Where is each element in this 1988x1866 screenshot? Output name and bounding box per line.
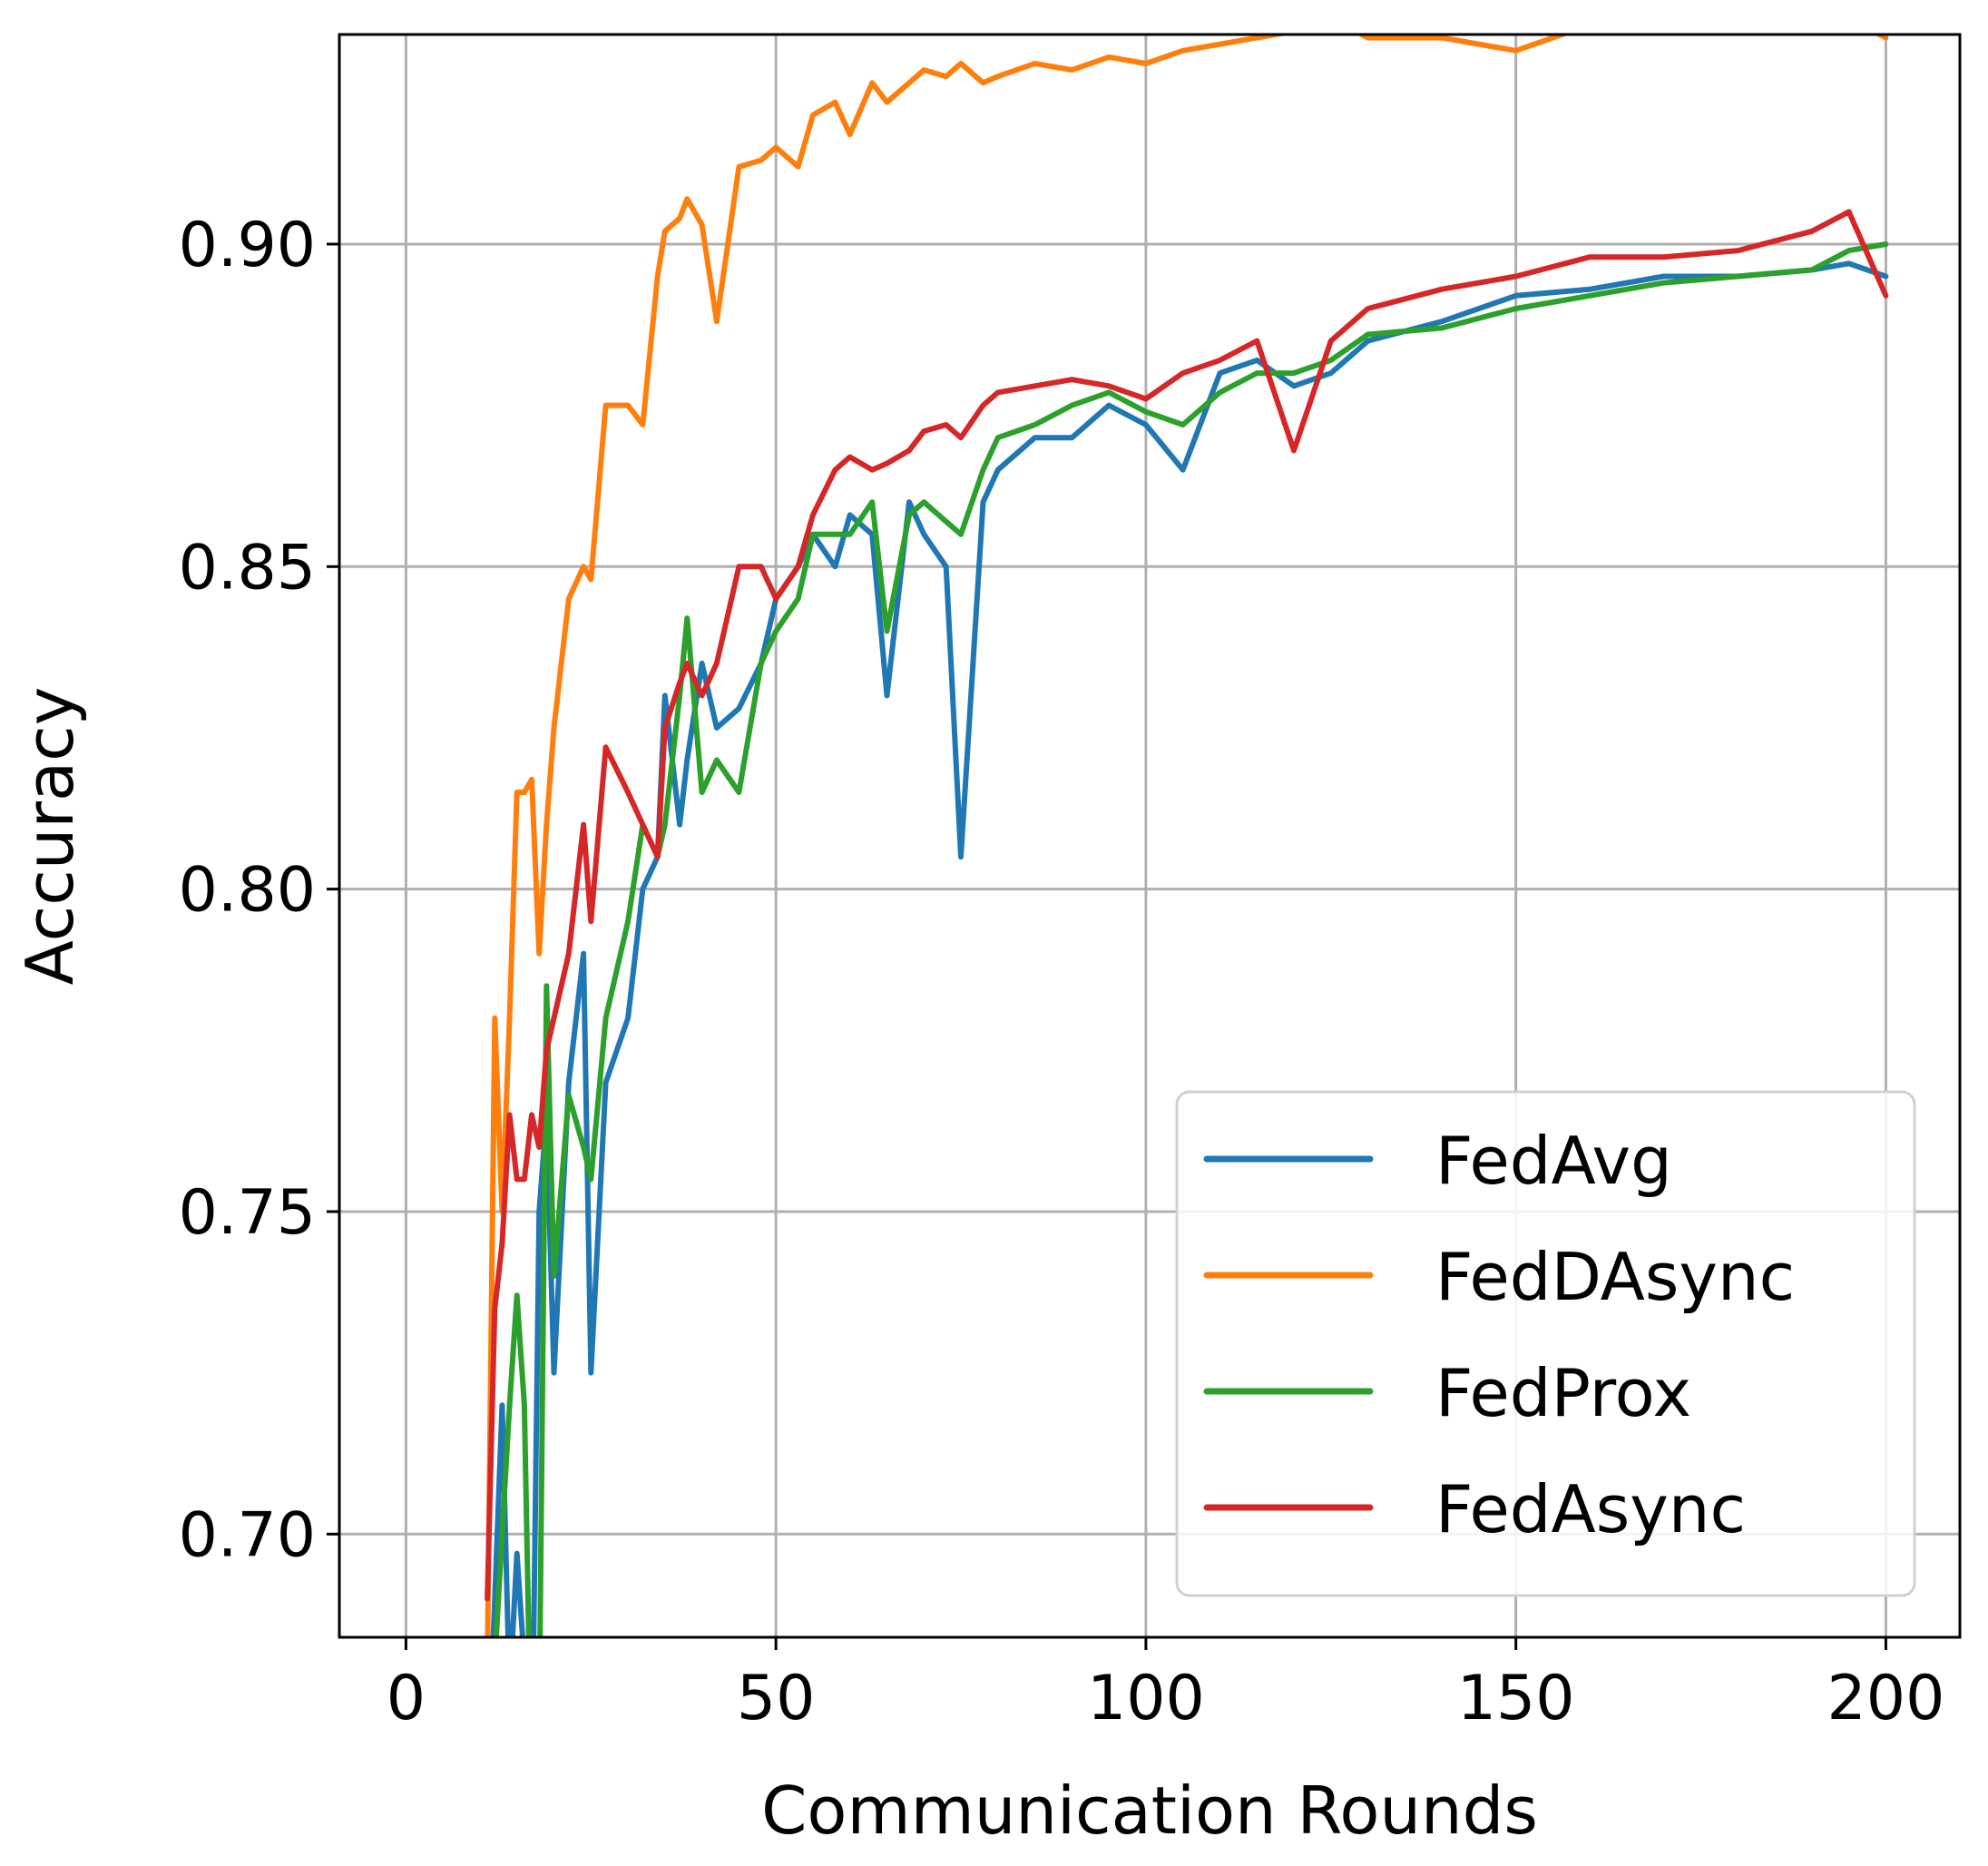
legend-label-fedprox: FedProx <box>1435 1355 1691 1431</box>
y-tick-label: 0.70 <box>179 1499 316 1571</box>
legend: FedAvg FedDAsync FedProx FedAsync <box>1175 1090 1916 1597</box>
x-tick-label: 150 <box>1457 1663 1575 1734</box>
legend-box <box>1175 1090 1916 1597</box>
y-tick-label: 0.90 <box>179 210 316 281</box>
series-lines <box>485 34 1889 1637</box>
x-tick-label: 50 <box>737 1663 816 1734</box>
y-tick-label: 0.75 <box>179 1177 316 1249</box>
x-tick-label: 100 <box>1087 1663 1205 1734</box>
y-tick-label: 0.85 <box>179 532 316 604</box>
series-line-feddasync <box>485 34 1889 1637</box>
y-tick-label: 0.80 <box>179 855 316 927</box>
y-axis-label: Accuracy <box>12 687 88 986</box>
legend-label-feddasync: FedDAsync <box>1435 1239 1795 1315</box>
series-line-fedprox <box>493 241 1889 1637</box>
legend-label-fedavg: FedAvg <box>1435 1123 1672 1199</box>
legend-items: FedAvg FedDAsync FedProx FedAsync <box>1203 1123 1795 1547</box>
legend-label-fedasync: FedAsync <box>1435 1471 1746 1547</box>
x-axis-label: Communication Rounds <box>761 1773 1538 1849</box>
x-tick-label: 200 <box>1827 1663 1945 1734</box>
axes-frame <box>338 33 1962 1639</box>
axis-ticks: 0 50 100 150 200 0.70 0.75 0.80 0.85 0.90 <box>179 210 1945 1734</box>
series-line-fedasync <box>485 209 1889 1602</box>
x-tick-label: 0 <box>387 1663 426 1734</box>
series-line-fedavg <box>490 260 1889 1637</box>
